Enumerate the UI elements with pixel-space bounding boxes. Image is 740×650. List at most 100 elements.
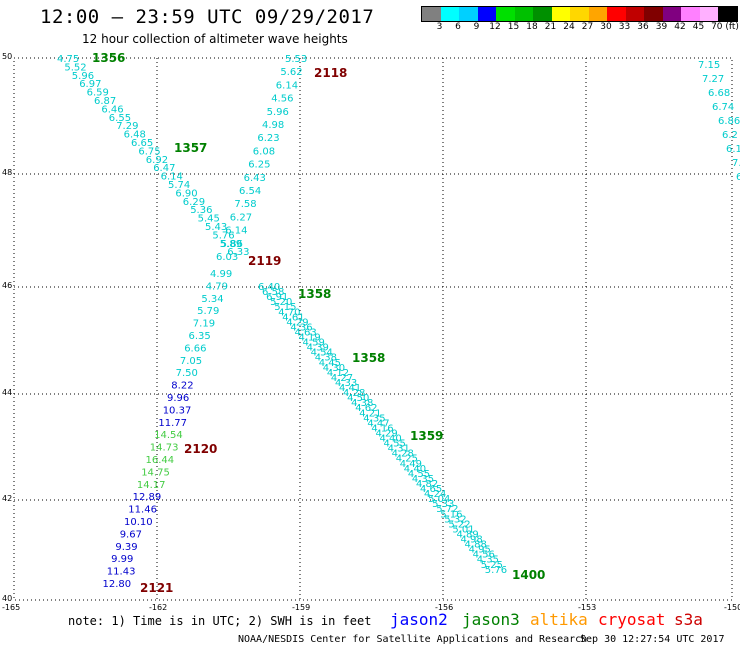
wave-height-value: 5.62: [280, 67, 302, 78]
wave-height-value: 5.76: [485, 565, 507, 576]
wave-height-value: 6.55: [109, 113, 131, 124]
wave-height-value: 4.36: [290, 322, 312, 333]
wave-height-value: 4.49: [400, 459, 422, 470]
scale-swatch: [607, 7, 626, 21]
wave-height-value: 4.35: [412, 474, 434, 485]
wave-height-value: 5.76: [212, 230, 234, 241]
pass-label-1400: 1400: [512, 568, 545, 582]
wave-height-value: 6: [736, 172, 740, 183]
wave-height-value: 4.47: [367, 418, 389, 429]
wave-height-value: 5.43: [205, 222, 227, 233]
scale-swatch: [718, 7, 737, 21]
wave-height-value: 4.21: [359, 408, 381, 419]
scale-label: 39: [655, 22, 668, 32]
scale-swatch: [551, 7, 570, 21]
wave-height-value: 5.53: [285, 54, 307, 65]
scale-swatch: [625, 7, 644, 21]
scale-swatch: [459, 7, 478, 21]
scale-label: 6: [455, 22, 461, 32]
wave-height-value: 5.01: [452, 524, 474, 535]
wave-height-value: 4.95: [469, 545, 491, 556]
scale-swatch: [588, 7, 607, 21]
wave-height-value: 6.46: [101, 104, 123, 115]
scale-swatch: [514, 7, 533, 21]
page-subtitle: 12 hour collection of altimeter wave hei…: [82, 32, 348, 46]
lon-tick-label: -153: [578, 603, 596, 612]
pass-label-2120: 2120: [184, 442, 217, 456]
wave-height-value: 6.43: [244, 173, 266, 184]
wave-height-value: 4.56: [271, 94, 293, 105]
wave-height-value: 6.14: [276, 80, 298, 91]
wave-height-value: 4.41: [339, 383, 361, 394]
wave-height-value: 4.19: [299, 333, 321, 344]
scale-label: 36: [637, 22, 649, 32]
wave-height-value: 6.14: [161, 172, 183, 183]
pass-label-1356: 1356: [92, 51, 125, 65]
lon-tick-label: -165: [2, 603, 20, 612]
scale-label: 21: [544, 22, 557, 32]
lon-tick-label: -159: [292, 603, 310, 612]
wave-height-value: 5.86: [221, 239, 243, 250]
scale-label: 27: [581, 22, 594, 32]
wave-height-value: 4.54: [311, 348, 333, 359]
scale-label: 24: [563, 22, 575, 32]
wave-height-value: 6.66: [184, 343, 206, 354]
lat-tick-label: 48: [2, 168, 12, 177]
scale-swatch: [699, 7, 718, 21]
wave-height-value: 7.27: [702, 74, 724, 85]
wave-height-value: 5.16: [440, 509, 462, 520]
wave-height-value: 6.47: [153, 163, 175, 174]
wave-height-value: 5.74: [168, 180, 190, 191]
sat-altika-label: altika: [530, 610, 588, 629]
wave-height-value: 4.63: [294, 327, 316, 338]
wave-height-value: 6.86: [718, 116, 740, 127]
wave-height-value: 4.25: [396, 454, 418, 465]
wave-height-value: 6.54: [239, 186, 261, 197]
wave-height-value: 6.08: [253, 146, 275, 157]
wave-height-value: 7.05: [180, 356, 202, 367]
wave-height-value: 9.99: [111, 554, 133, 565]
sat-s3a-label: s3a: [674, 610, 703, 629]
wave-height-value: 4.82: [416, 479, 438, 490]
wave-height-value: 6.33: [227, 247, 249, 258]
wave-height-value: 12.80: [103, 579, 132, 590]
wave-height-value: 9.96: [167, 393, 189, 404]
wave-height-value: 5.33: [432, 499, 454, 510]
wave-height-value: 4.28: [343, 388, 365, 399]
scale-label: 70 (ft): [711, 22, 739, 32]
wave-height-value: 10.10: [124, 517, 153, 528]
wave-height-value: 6.65: [131, 138, 153, 149]
wave-height-value: 4.56: [473, 550, 495, 561]
wave-height-value: 6.25: [248, 160, 270, 171]
wave-height-value: 6.27: [230, 212, 252, 223]
scale-swatch: [440, 7, 459, 21]
wave-height-value: 6.68: [708, 88, 730, 99]
scale-swatch: [477, 7, 496, 21]
sat-jason2-label: jason2: [390, 610, 448, 629]
lat-tick-label: 44: [2, 388, 12, 397]
wave-height-value: 4.62: [355, 403, 377, 414]
pass-label-1358: 1358: [298, 287, 331, 301]
generated-timestamp: Sep 30 12:27:54 UTC 2017: [580, 634, 725, 645]
scale-label: 18: [526, 22, 538, 32]
wave-height-value: 4.29: [286, 317, 308, 328]
credit-line: NOAA/NESDIS Center for Satellite Applica…: [238, 634, 588, 645]
wave-height-value: 11.46: [128, 505, 157, 516]
wave-height-value: 4.28: [392, 449, 414, 460]
scale-label: 15: [507, 22, 520, 32]
sat-jason3-label: jason3: [462, 610, 520, 629]
wave-height-value: 4.98: [262, 120, 284, 131]
scale-swatch: [533, 7, 552, 21]
wave-height-value: 6.29: [183, 197, 205, 208]
wave-height-value: 6.90: [175, 188, 197, 199]
scale-swatch: [644, 7, 663, 21]
lon-tick-label: -162: [149, 603, 167, 612]
wave-height-value: 6.35: [189, 331, 211, 342]
lat-tick-label: 50: [2, 52, 12, 61]
wave-height-value: 4.30: [323, 363, 345, 374]
wave-height-value: 5.89: [220, 239, 242, 250]
wave-height-value: 6.59: [87, 88, 109, 99]
wave-height-value: 6.75: [138, 146, 160, 157]
wave-height-value: 4.33: [335, 378, 357, 389]
